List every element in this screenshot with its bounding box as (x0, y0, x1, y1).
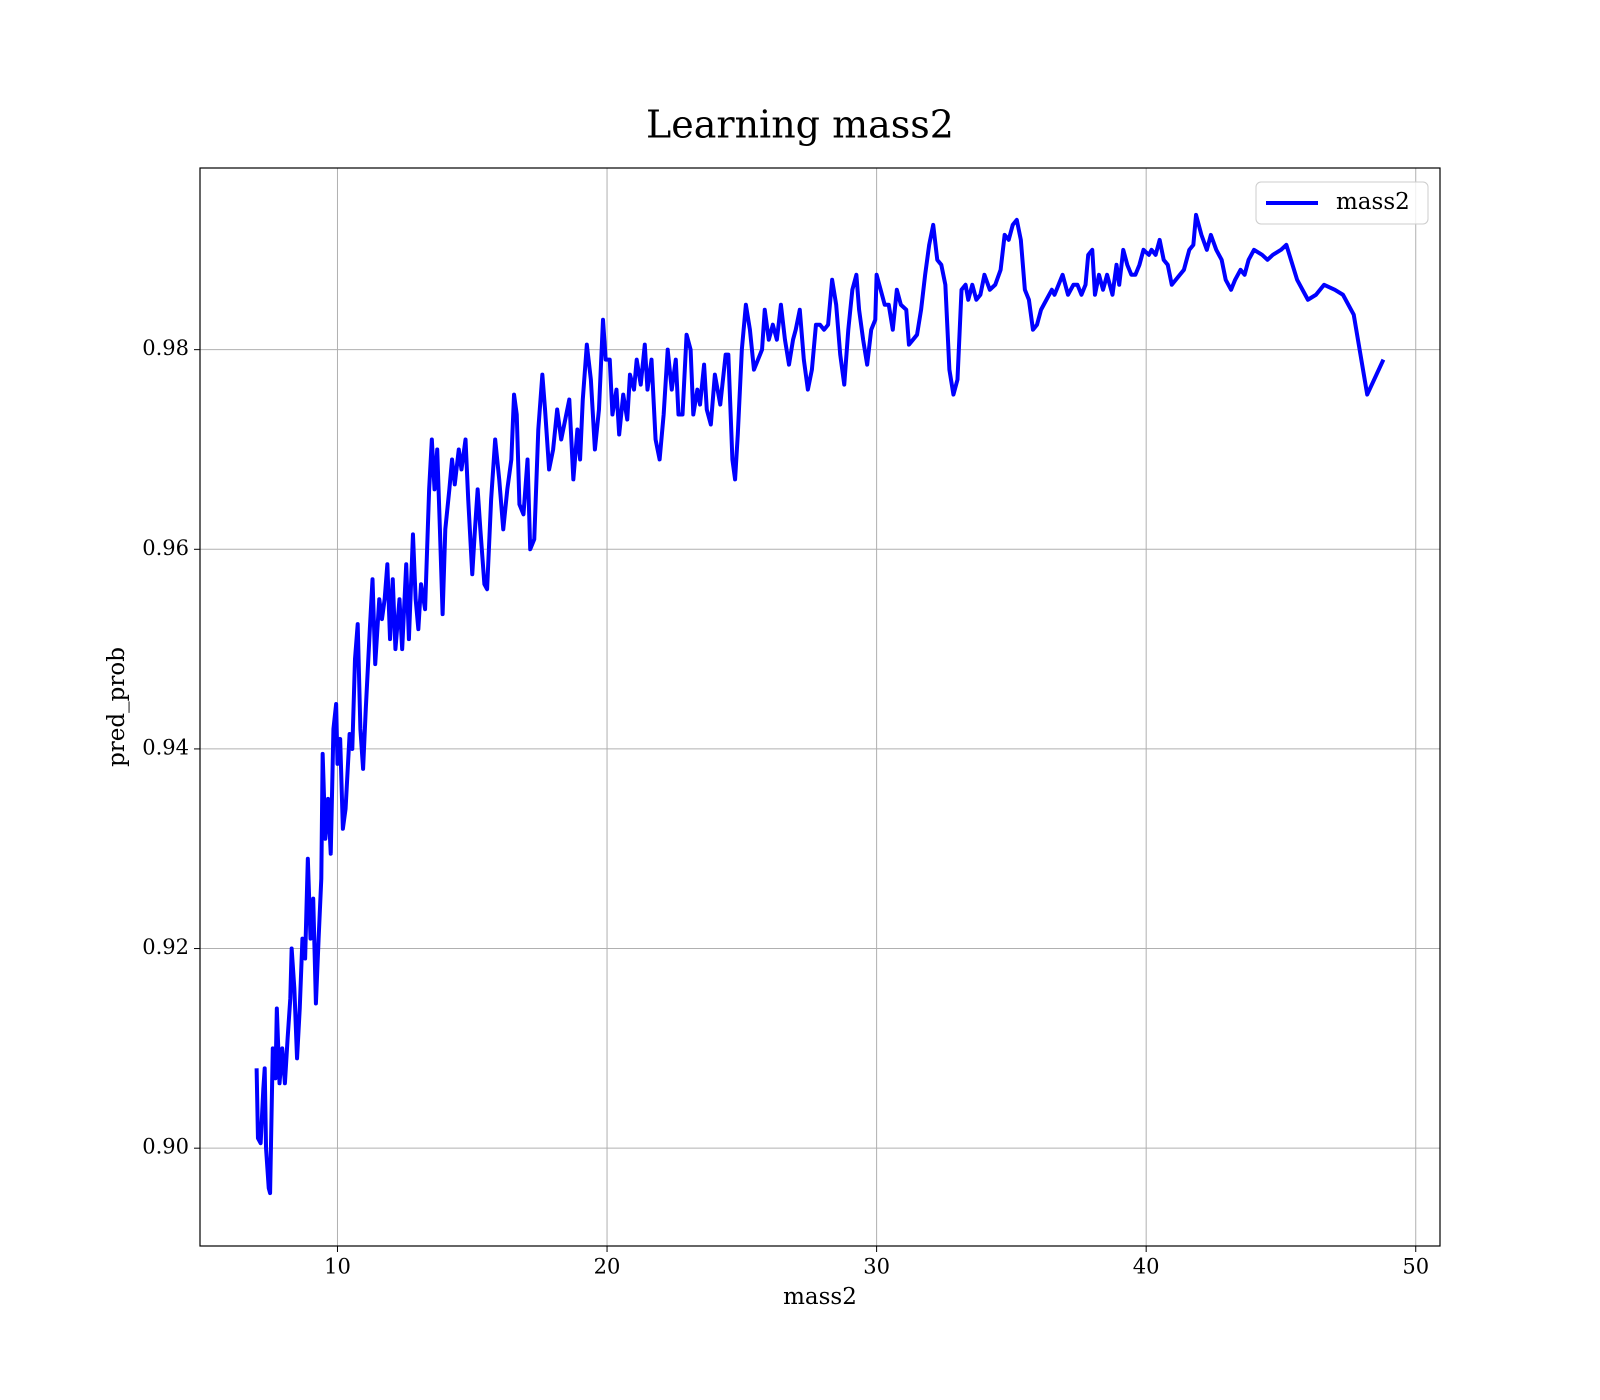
y-tick-label: 0.90 (142, 1135, 189, 1159)
legend-frame (1255, 181, 1429, 225)
chart-title: Learning mass2 (646, 103, 954, 147)
y-tick-label: 0.92 (142, 935, 189, 959)
y-tick-label: 0.96 (142, 536, 189, 560)
x-tick-label: 40 (1133, 1255, 1160, 1279)
y-tick-label: 0.98 (142, 336, 189, 360)
x-tick-label: 10 (324, 1255, 351, 1279)
plot-frame (199, 167, 1441, 1247)
y-axis-label: pred_prob (104, 647, 130, 767)
x-axis-label: mass2 (783, 1284, 857, 1310)
x-tick-label: 50 (1402, 1255, 1429, 1279)
x-tick-label: 30 (863, 1255, 890, 1279)
x-tick-label: 20 (594, 1255, 621, 1279)
legend-label: mass2 (1336, 189, 1410, 215)
data-line (254, 212, 1386, 1196)
y-tick-label: 0.94 (142, 735, 189, 759)
